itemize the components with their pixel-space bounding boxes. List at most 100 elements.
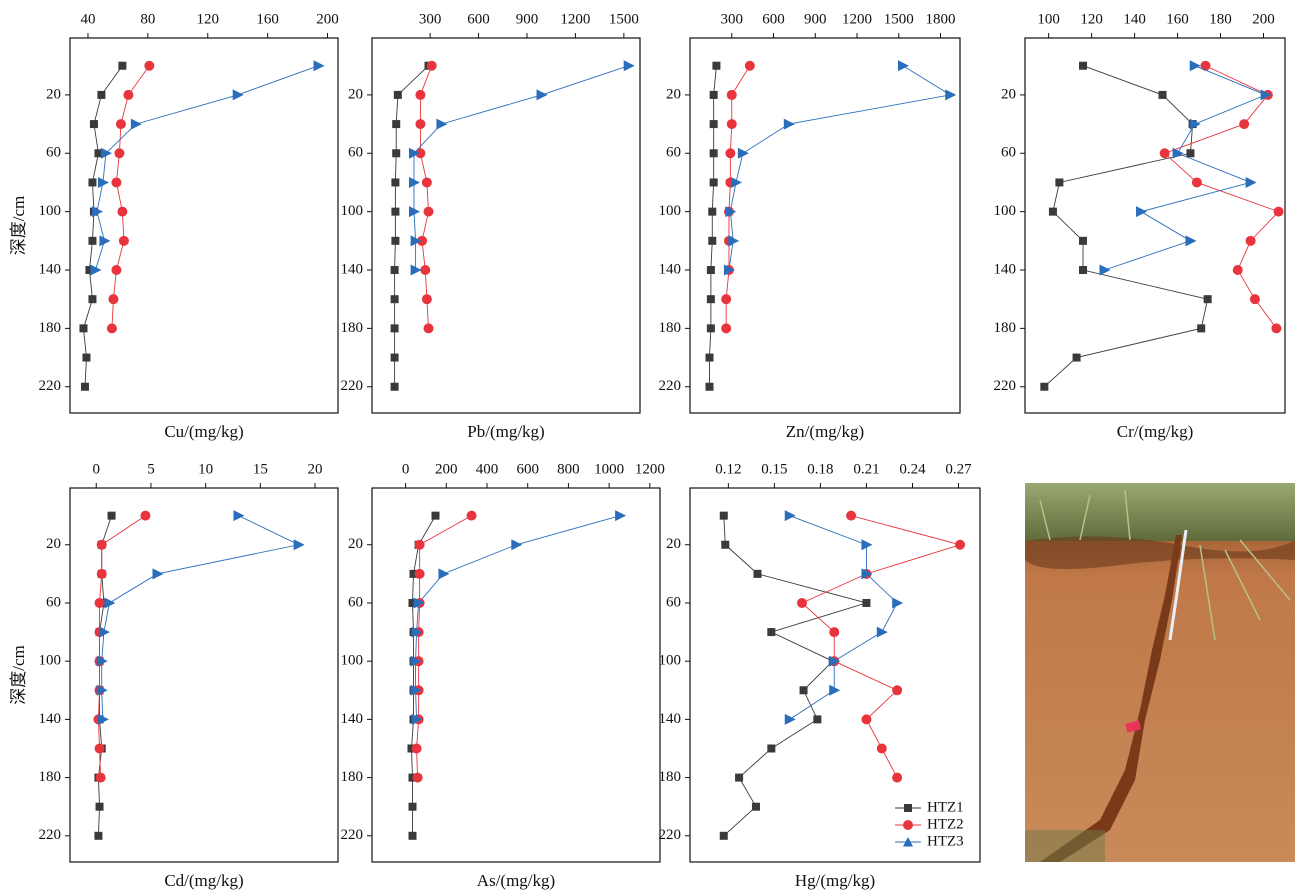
marker-square [706, 266, 715, 275]
marker-triangle [723, 264, 735, 276]
x-axis-label: Pb/(mg/kg) [467, 422, 544, 441]
marker-circle [108, 294, 119, 305]
x-tick-label: 1200 [560, 11, 590, 27]
marker-square [1048, 207, 1057, 216]
marker-triangle [438, 568, 450, 580]
y-tick-label: 220 [659, 378, 682, 394]
y-tick-label: 220 [39, 827, 62, 843]
panel: 300 600 900 1200 1500 1800 20 60 100 140 180 220 Zn/… [659, 11, 961, 441]
marker-triangle [829, 684, 841, 696]
series-line [97, 515, 112, 836]
marker-circle [955, 539, 966, 550]
marker-triangle [293, 539, 305, 551]
marker-circle [426, 60, 437, 71]
y-tick-label: 140 [659, 711, 682, 727]
marker-circle [1273, 206, 1284, 217]
marker-triangle [96, 655, 108, 667]
marker-triangle [411, 713, 423, 725]
marker-square [391, 236, 400, 245]
x-tick-label: 15 [253, 461, 268, 477]
marker-square [1079, 61, 1088, 70]
marker-triangle [410, 235, 422, 247]
marker-triangle [1260, 89, 1272, 101]
marker-circle [861, 714, 872, 725]
series-line [413, 65, 629, 271]
series-line [415, 515, 621, 720]
marker-circle [421, 177, 432, 188]
marker-triangle [725, 206, 737, 218]
legend-marker [903, 820, 913, 830]
marker-triangle [536, 89, 548, 101]
marker-circle [415, 89, 426, 100]
x-tick-label: 200 [316, 11, 339, 27]
marker-triangle [784, 713, 796, 725]
grass-blades [1039, 489, 1291, 641]
marker-square [706, 295, 715, 304]
marker-circle [1239, 119, 1250, 130]
x-axis-label: Zn/(mg/kg) [786, 422, 864, 441]
marker-triangle [829, 655, 841, 667]
panel: 0.12 0.15 0.18 0.21 0.24 0.27 20 60 100 140 180 220… [659, 461, 981, 890]
marker-circle [797, 597, 808, 608]
marker-circle [415, 148, 426, 159]
marker-circle [94, 597, 105, 608]
marker-triangle [100, 147, 112, 159]
y-tick-label: 100 [39, 203, 62, 219]
series-line [394, 65, 429, 387]
marker-circle [725, 148, 736, 159]
marker-square [107, 511, 116, 520]
x-tick-label: 0.15 [761, 461, 787, 477]
marker-square [95, 802, 104, 811]
marker-triangle [897, 60, 909, 72]
marker-triangle [233, 510, 245, 522]
y-tick-label: 180 [659, 320, 682, 336]
y-tick-label: 60 [46, 145, 61, 161]
marker-square [1055, 178, 1064, 187]
series-line [111, 65, 150, 329]
marker-square [408, 773, 417, 782]
marker-square [1158, 90, 1167, 99]
marker-square [1203, 295, 1212, 304]
x-tick-label: 0 [93, 461, 101, 477]
marker-triangle [861, 568, 873, 580]
marker-triangle [784, 510, 796, 522]
marker-square [708, 236, 717, 245]
marker-square [118, 61, 127, 70]
marker-square [390, 382, 399, 391]
x-tick-label: 900 [516, 11, 539, 27]
series-line [419, 65, 433, 329]
marker-square [767, 744, 776, 753]
marker-square [1072, 353, 1081, 362]
plot-frame [69, 487, 339, 863]
marker-triangle [1245, 176, 1257, 188]
x-tick-label: 300 [721, 11, 744, 27]
y-tick-label: 60 [666, 145, 681, 161]
marker-square [88, 295, 97, 304]
marker-square [94, 831, 103, 840]
marker-square [709, 90, 718, 99]
plot-frame [1024, 37, 1286, 414]
marker-triangle [861, 539, 873, 551]
marker-square [735, 773, 744, 782]
panel: 0 5 10 15 20 20 60 100 140 180 220 Cd/(mg/kg) 深度/cm [9, 461, 339, 890]
marker-triangle [623, 60, 635, 72]
grass-band [1025, 483, 1295, 541]
soil-photo [1025, 483, 1295, 862]
marker-triangle [97, 713, 109, 725]
marker-circle [420, 265, 431, 276]
marker-square [719, 511, 728, 520]
marker-circle [423, 323, 434, 334]
x-tick-label: 80 [140, 11, 155, 27]
y-tick-label: 180 [341, 320, 364, 336]
marker-square [813, 715, 822, 724]
y-tick-label: 100 [341, 203, 364, 219]
marker-triangle [737, 147, 749, 159]
marker-circle [1159, 148, 1170, 159]
marker-square [97, 90, 106, 99]
x-tick-label: 120 [196, 11, 219, 27]
marker-circle [744, 60, 755, 71]
marker-circle [466, 510, 477, 521]
x-tick-label: 0.12 [715, 461, 741, 477]
marker-square [1040, 382, 1049, 391]
series-line [728, 65, 952, 271]
